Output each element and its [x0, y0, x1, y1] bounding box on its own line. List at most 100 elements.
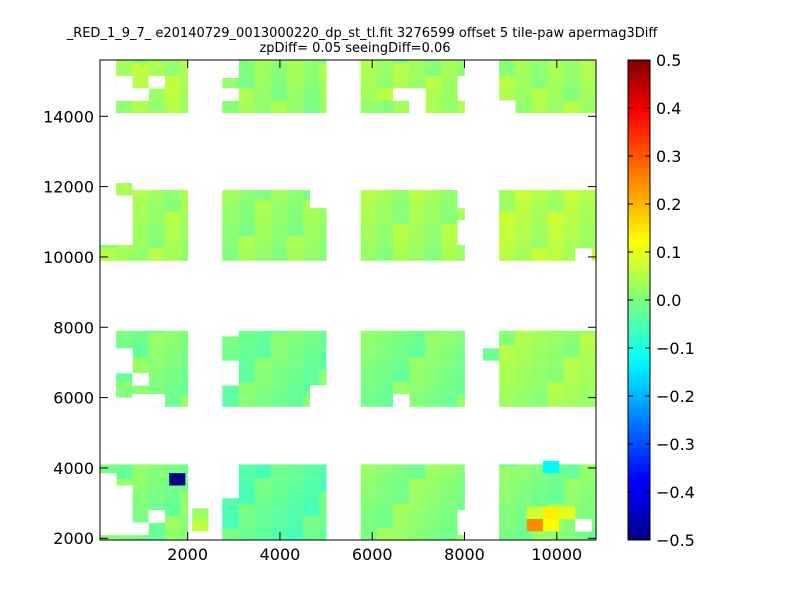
heatmap-cell [526, 506, 543, 519]
heatmap-cell [392, 369, 410, 383]
heatmap-cell [531, 100, 548, 114]
colorbar-tick-label: −0.4 [656, 483, 695, 502]
heatmap-cell [270, 223, 288, 237]
heatmap-cell [409, 357, 426, 370]
heatmap-cell [542, 518, 560, 532]
heatmap-cell [563, 60, 581, 64]
chart-subtitle: zpDiff= 0.05 seeingDiff=0.06 [259, 41, 450, 56]
y-tick-label: 12000 [43, 178, 94, 197]
heatmap-cell [238, 466, 255, 479]
heatmap-cell [563, 490, 581, 504]
heatmap-cell [376, 394, 394, 407]
heatmap-cell [376, 330, 394, 333]
heatmap-cell [376, 88, 393, 101]
heatmap-cell [409, 490, 426, 504]
empty-cell [457, 232, 475, 246]
chart-title: _RED_1_9_7_ e20140729_0013000220_dp_st_t… [66, 26, 659, 41]
empty-cell [116, 360, 133, 374]
heatmap-cell [457, 394, 465, 407]
heatmap-cell [547, 190, 565, 200]
y-tick-label: 6000 [53, 389, 94, 408]
heatmap-cell [254, 394, 272, 407]
heatmap-cell [499, 60, 516, 64]
heatmap-cell [319, 344, 327, 358]
heatmap-cell [499, 464, 516, 467]
heatmap-cell [515, 248, 532, 261]
heatmap-cell [222, 527, 239, 541]
heatmap-cell [579, 75, 597, 89]
heatmap-cell [425, 211, 442, 224]
heatmap-cell [499, 490, 516, 504]
x-tick-label: 6000 [352, 545, 393, 564]
heatmap-cell [286, 503, 304, 516]
heatmap-cell [457, 211, 465, 224]
heatmap-cell [563, 198, 581, 212]
empty-cell [222, 323, 239, 337]
heatmap-cell [180, 198, 189, 212]
heatmap-cell [425, 88, 442, 101]
heatmap-cell [441, 466, 458, 479]
heatmap-cell [515, 60, 532, 64]
heatmap-cell [286, 369, 304, 383]
heatmap-cell [457, 503, 465, 516]
heatmap-cell [579, 490, 597, 504]
heatmap-cell [148, 190, 165, 200]
heatmap-cell [425, 466, 442, 479]
heatmap-cell [563, 211, 581, 224]
heatmap-cell [319, 332, 327, 346]
heatmap-cell [303, 332, 320, 346]
heatmap-cell [425, 478, 442, 492]
heatmap-cell [392, 248, 410, 261]
heatmap-cell [254, 464, 272, 467]
heatmap-cell [515, 381, 532, 395]
heatmap-cell [547, 381, 565, 395]
heatmap-cell [254, 211, 272, 224]
heatmap-cell [547, 75, 565, 89]
heatmap-cell [319, 235, 327, 249]
heatmap-cell [515, 223, 532, 237]
heatmap-cell [457, 63, 465, 77]
y-tick-label: 4000 [53, 459, 94, 478]
heatmap-cell [254, 515, 272, 529]
heatmap-cell [441, 394, 458, 407]
heatmap-cell [409, 75, 426, 89]
y-tick-label: 10000 [43, 248, 94, 267]
heatmap-cell [286, 211, 304, 224]
heatmap-cell [270, 211, 288, 224]
heatmap-cell [303, 235, 320, 249]
heatmap-cell [180, 490, 189, 504]
heatmap-cell [409, 190, 426, 200]
heatmap-cell [547, 100, 565, 114]
heatmap-cell [238, 394, 255, 407]
heatmap-cell [238, 369, 255, 383]
heatmap-cell [222, 344, 239, 358]
heatmap-cell [441, 464, 458, 467]
empty-cell [309, 195, 327, 209]
heatmap-cell [579, 190, 597, 200]
heatmap-cell [547, 223, 565, 237]
heatmap-cell [579, 198, 597, 212]
heatmap-cell [409, 464, 426, 467]
heatmap-cell [254, 330, 272, 333]
heatmap-cell [376, 464, 394, 467]
heatmap-cell [425, 75, 442, 89]
heatmap-cell [132, 235, 149, 249]
heatmap-cell [531, 211, 548, 224]
heatmap-cell [222, 100, 239, 114]
heatmap-cell [254, 198, 272, 212]
heatmap-cell [164, 60, 182, 64]
heatmap-cell [531, 223, 548, 237]
heatmap-cell [579, 466, 597, 479]
heatmap-cell [319, 369, 327, 383]
heatmap-cell [270, 490, 288, 504]
heatmap-cell [376, 63, 394, 77]
heatmap-cell [270, 100, 288, 114]
heatmap-cell [441, 198, 458, 212]
heatmap-cell [547, 344, 565, 358]
heatmap-cell [180, 88, 189, 101]
heatmap-cell [319, 466, 327, 479]
heatmap-cell [425, 357, 442, 370]
heatmap-cell [425, 100, 442, 114]
heatmap-cell [132, 211, 149, 224]
heatmap-cell [270, 466, 288, 479]
